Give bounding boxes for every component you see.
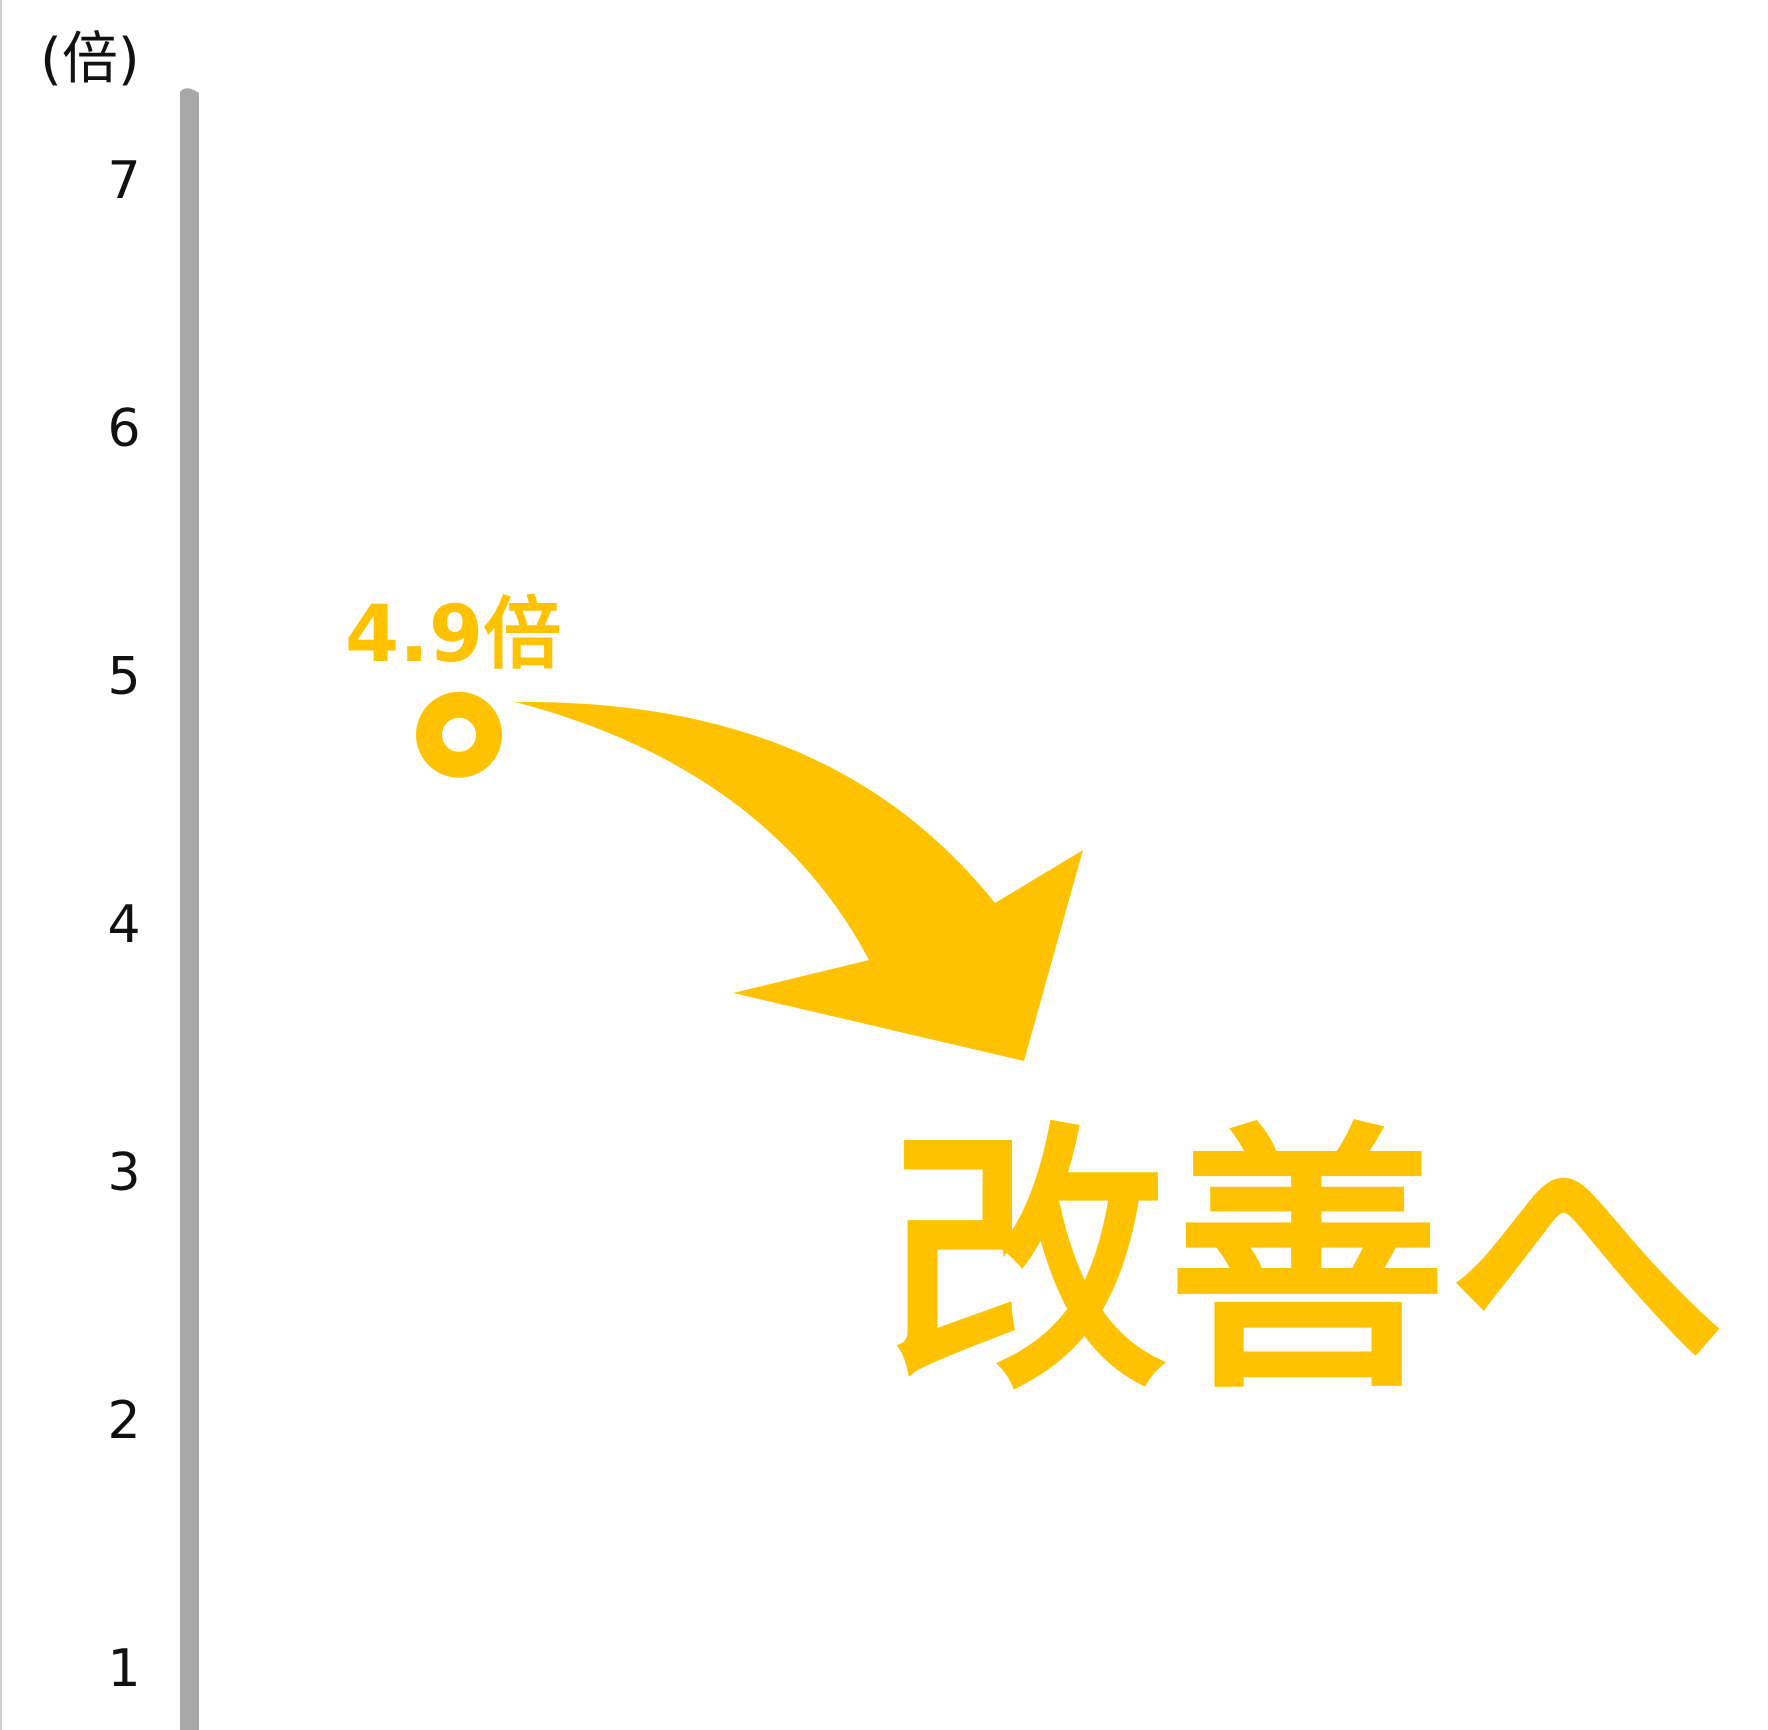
y-tick-label: 5 — [107, 647, 140, 707]
y-axis-bar — [180, 88, 199, 1730]
y-tick-label: 2 — [107, 1391, 140, 1451]
y-tick-label: 4 — [107, 895, 140, 955]
y-axis-unit-label: (倍) — [40, 27, 140, 92]
y-axis-ticks: 7 6 5 4 3 2 1 — [107, 151, 140, 1699]
trend-arrow — [515, 701, 1083, 1061]
callout-text: 改善へ — [887, 1101, 1727, 1427]
data-point — [416, 691, 502, 778]
data-label: 4.9倍 — [345, 590, 561, 680]
y-tick-label: 1 — [107, 1639, 140, 1699]
y-tick-label: 7 — [107, 151, 140, 211]
y-tick-label: 3 — [107, 1143, 140, 1203]
y-tick-label: 6 — [107, 399, 140, 459]
